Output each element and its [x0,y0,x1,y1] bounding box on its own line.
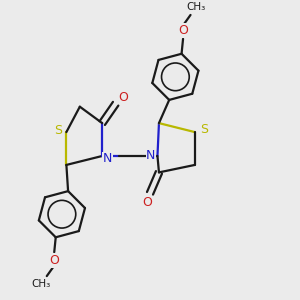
Text: S: S [54,124,62,137]
Text: O: O [142,196,152,209]
Text: CH₃: CH₃ [31,279,50,289]
Text: N: N [146,149,156,163]
Text: CH₃: CH₃ [187,2,206,13]
Text: O: O [178,24,188,37]
Text: O: O [49,254,59,267]
Text: O: O [118,91,128,103]
Text: N: N [103,152,112,166]
Text: S: S [200,123,208,136]
